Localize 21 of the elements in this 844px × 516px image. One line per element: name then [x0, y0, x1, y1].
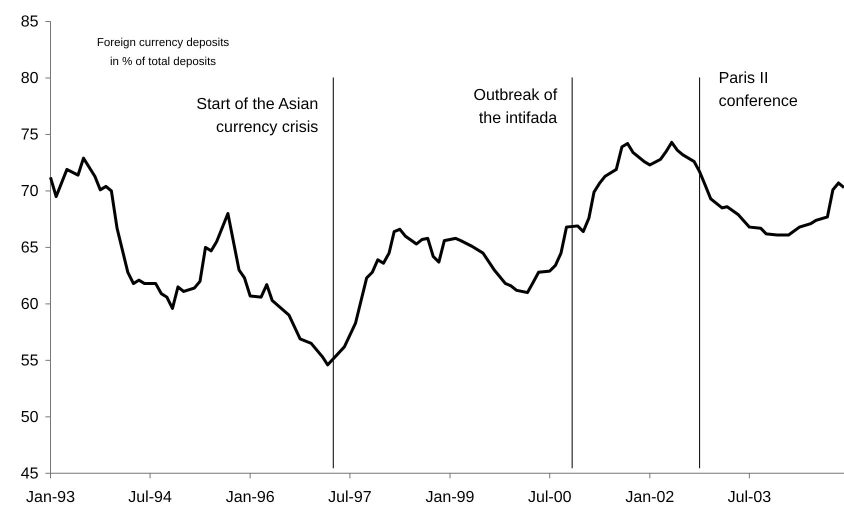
y-tick-label: 50 — [20, 408, 39, 426]
ref-line-label: Start of the Asian currency crisis — [196, 96, 318, 136]
y-axis-title: Foreign currency deposits in % of total deposits — [96, 37, 230, 68]
x-tick-label: Jul-97 — [328, 489, 372, 506]
x-tick-label: Jan-93 — [26, 489, 76, 506]
x-tick-label: Jul-00 — [528, 489, 572, 506]
y-tick-label: 75 — [20, 126, 39, 144]
x-tick-label: Jan-99 — [426, 489, 475, 506]
y-tick-label: 60 — [20, 296, 39, 313]
y-tick-label: 80 — [20, 70, 39, 88]
ref-line-label: Outbreak of the intifada — [474, 87, 558, 127]
x-tick-label: Jan-02 — [625, 489, 674, 506]
y-tick-label: 70 — [20, 183, 39, 200]
x-tick-label: Jan-96 — [226, 489, 275, 506]
x-tick-label: Jul-03 — [728, 489, 772, 506]
ref-line-label: Paris II conference — [718, 70, 798, 110]
y-tick-label: 85 — [20, 14, 39, 31]
y-tick-label: 65 — [20, 240, 39, 257]
y-tick-label: 55 — [20, 352, 39, 370]
x-tick-label: Jul-94 — [128, 489, 172, 506]
y-tick-label: 45 — [20, 465, 39, 482]
